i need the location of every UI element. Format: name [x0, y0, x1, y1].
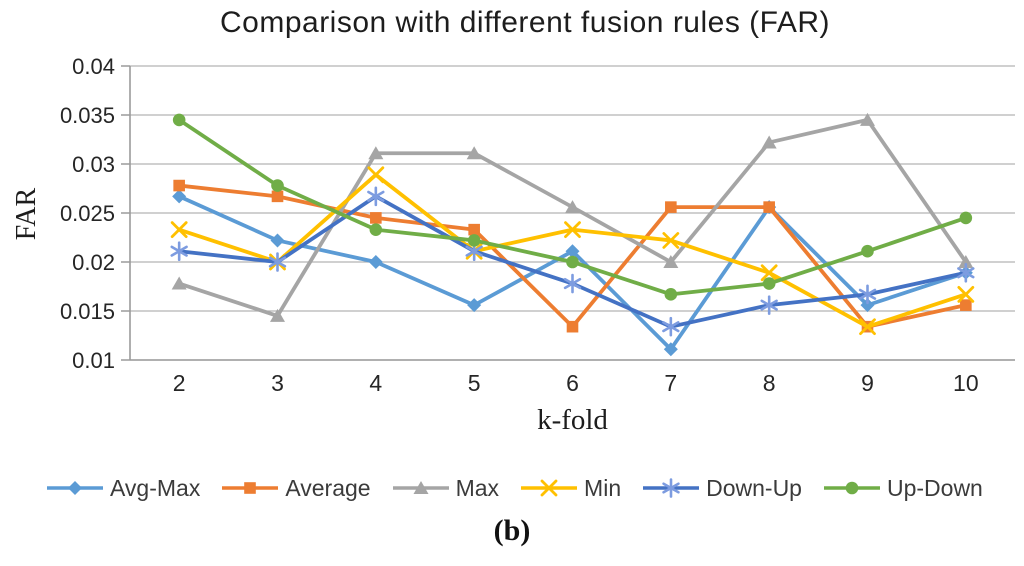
legend-label: Max: [455, 474, 500, 501]
data-point-marker: [760, 264, 778, 282]
x-tick-label: 9: [861, 370, 874, 396]
x-tick-label: 5: [468, 370, 481, 396]
data-point-marker: [271, 190, 284, 203]
data-point-marker: [858, 284, 877, 305]
data-point-marker: [860, 112, 875, 126]
data-point-marker: [761, 135, 777, 149]
legend-marker-diamond-icon: [47, 481, 103, 495]
data-point-marker: [563, 273, 582, 294]
data-point-marker: [467, 234, 481, 247]
data-point-marker: [173, 179, 185, 192]
x-tick-label: 4: [369, 370, 382, 396]
x-tick-label: 8: [763, 370, 776, 396]
legend-item-min: Min: [520, 474, 621, 502]
y-tick-label: 0.02: [72, 250, 115, 275]
data-point-marker: [665, 201, 677, 213]
legend-label: Average: [285, 474, 371, 501]
data-point-marker: [172, 189, 187, 204]
data-point-marker: [565, 200, 580, 214]
data-point-marker: [367, 186, 385, 207]
data-point-marker: [368, 146, 384, 160]
data-point-marker: [763, 201, 775, 213]
legend-item-average: Average: [221, 474, 371, 502]
legend-label: Up-Down: [886, 474, 983, 501]
x-tick-label: 7: [664, 370, 677, 396]
legend-item-down-up: Down-Up: [642, 474, 802, 502]
data-point-marker: [664, 288, 678, 301]
data-point-marker: [468, 223, 480, 236]
legend-marker-asterisk-icon: [643, 478, 700, 498]
x-axis-title: k-fold: [537, 404, 608, 436]
series-average: [173, 179, 972, 333]
series-up-down: [172, 113, 973, 301]
data-point-marker: [960, 299, 972, 311]
legend-marker-triangle-icon: [392, 481, 449, 494]
data-point-marker: [270, 233, 285, 248]
data-point-marker: [859, 318, 876, 336]
y-tick-label: 0.025: [60, 201, 115, 226]
data-point-marker: [959, 211, 973, 225]
data-point-marker: [268, 252, 287, 272]
data-point-marker: [467, 298, 482, 313]
x-tick-label: 3: [271, 370, 284, 396]
data-point-marker: [171, 276, 187, 290]
data-point-marker: [760, 295, 778, 315]
data-point-marker: [564, 221, 581, 239]
data-point-marker: [762, 277, 776, 290]
x-tick-label: 6: [566, 370, 579, 396]
legend: Avg-Max Average Max Min Down-Up Up-Down: [46, 474, 1024, 502]
y-tick-label: 0.03: [72, 152, 115, 177]
data-point-marker: [565, 244, 580, 259]
y-tick-label: 0.04: [72, 54, 115, 79]
data-point-marker: [466, 146, 482, 160]
data-point-marker: [860, 298, 875, 313]
data-point-marker: [170, 221, 188, 239]
legend-marker-circle-icon: [823, 481, 880, 495]
data-point-marker: [369, 223, 383, 236]
legend-marker-x-icon: [521, 479, 578, 497]
legend-label: Down-Up: [706, 474, 802, 501]
data-point-marker: [370, 212, 382, 224]
data-point-marker: [663, 255, 679, 268]
data-point-marker: [662, 316, 680, 337]
data-point-marker: [170, 241, 188, 262]
legend-marker-square-icon: [222, 482, 279, 494]
data-point-marker: [957, 285, 975, 303]
data-point-marker: [861, 244, 874, 258]
series-down-up: [170, 186, 975, 337]
data-point-marker: [368, 255, 383, 269]
y-tick-label: 0.01: [72, 348, 115, 373]
data-point-marker: [957, 262, 975, 283]
legend-item-max: Max: [392, 474, 499, 502]
data-point-marker: [270, 308, 285, 322]
data-point-marker: [663, 342, 678, 357]
data-point-marker: [662, 232, 680, 249]
x-tick-label: 10: [953, 370, 979, 396]
y-tick-label: 0.035: [60, 103, 115, 128]
data-point-marker: [172, 113, 186, 127]
legend-label: Avg-Max: [110, 474, 201, 501]
data-point-marker: [958, 255, 974, 268]
data-point-marker: [271, 179, 284, 192]
legend-item-avg-max: Avg-Max: [46, 474, 200, 502]
figure-caption: (b): [493, 514, 531, 547]
data-point-marker: [367, 166, 385, 184]
legend-item-up-down: Up-Down: [823, 474, 983, 502]
y-tick-label: 0.015: [60, 299, 115, 324]
data-point-marker: [566, 320, 579, 333]
chart-title: Comparison with different fusion rules (…: [219, 6, 831, 39]
legend-label: Min: [584, 474, 622, 501]
series-max: [171, 112, 974, 322]
x-tick-label: 2: [173, 370, 186, 396]
data-point-marker: [566, 255, 579, 269]
